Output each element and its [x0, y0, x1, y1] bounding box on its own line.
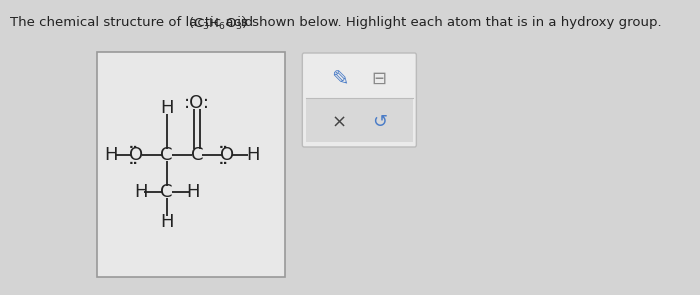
Text: ··: ··	[219, 157, 228, 170]
Text: :O:: :O:	[184, 94, 210, 112]
Text: C: C	[160, 146, 173, 164]
Text: H: H	[160, 99, 174, 117]
Text: ↺: ↺	[372, 114, 387, 132]
Text: O: O	[130, 146, 144, 164]
Text: ⊟: ⊟	[372, 70, 387, 88]
FancyBboxPatch shape	[97, 52, 285, 277]
FancyBboxPatch shape	[302, 53, 416, 147]
Text: H: H	[134, 183, 148, 201]
Text: ✎: ✎	[330, 69, 348, 89]
Text: $(\mathregular{C_3H_6O_3})$: $(\mathregular{C_3H_6O_3})$	[188, 16, 248, 32]
Text: O: O	[220, 146, 235, 164]
FancyBboxPatch shape	[306, 98, 413, 142]
Text: H: H	[246, 146, 260, 164]
Text: ··: ··	[128, 140, 138, 153]
Text: C: C	[190, 146, 203, 164]
Text: C: C	[160, 183, 173, 201]
Text: H: H	[186, 183, 200, 201]
Text: H: H	[104, 146, 118, 164]
Text: The chemical structure of lactic acid: The chemical structure of lactic acid	[10, 16, 258, 29]
Text: H: H	[160, 213, 174, 231]
Text: is shown below. Highlight each atom that is in a hydroxy group.: is shown below. Highlight each atom that…	[233, 16, 662, 29]
Text: ··: ··	[128, 157, 138, 170]
Text: ×: ×	[332, 114, 347, 132]
Text: ··: ··	[219, 140, 228, 153]
